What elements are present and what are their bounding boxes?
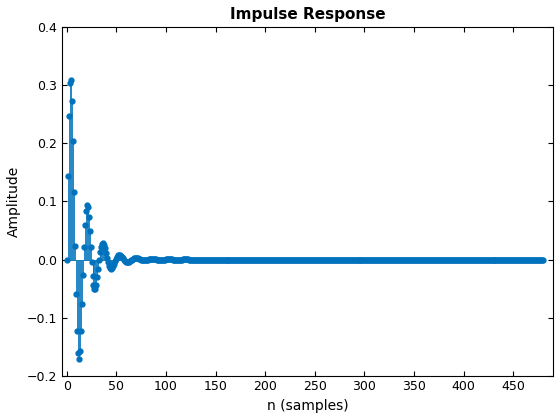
X-axis label: n (samples): n (samples) — [267, 399, 348, 413]
Y-axis label: Amplitude: Amplitude — [7, 166, 21, 237]
Title: Impulse Response: Impulse Response — [230, 7, 385, 22]
